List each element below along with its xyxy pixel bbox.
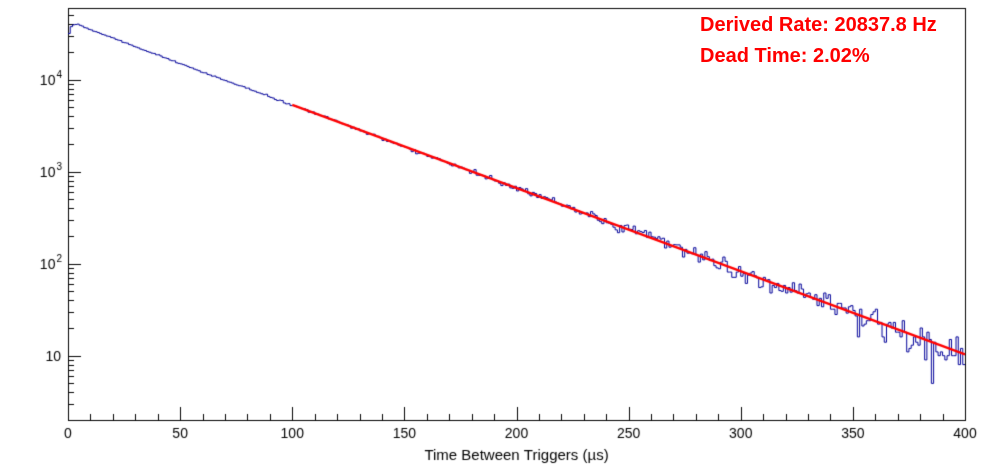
derived-rate-label: Derived Rate: 20837.8 Hz	[700, 14, 937, 36]
annotation-box: Derived Rate: 20837.8 Hz Dead Time: 2.02…	[700, 10, 937, 72]
dead-time-label: Dead Time: 2.02%	[700, 45, 870, 67]
